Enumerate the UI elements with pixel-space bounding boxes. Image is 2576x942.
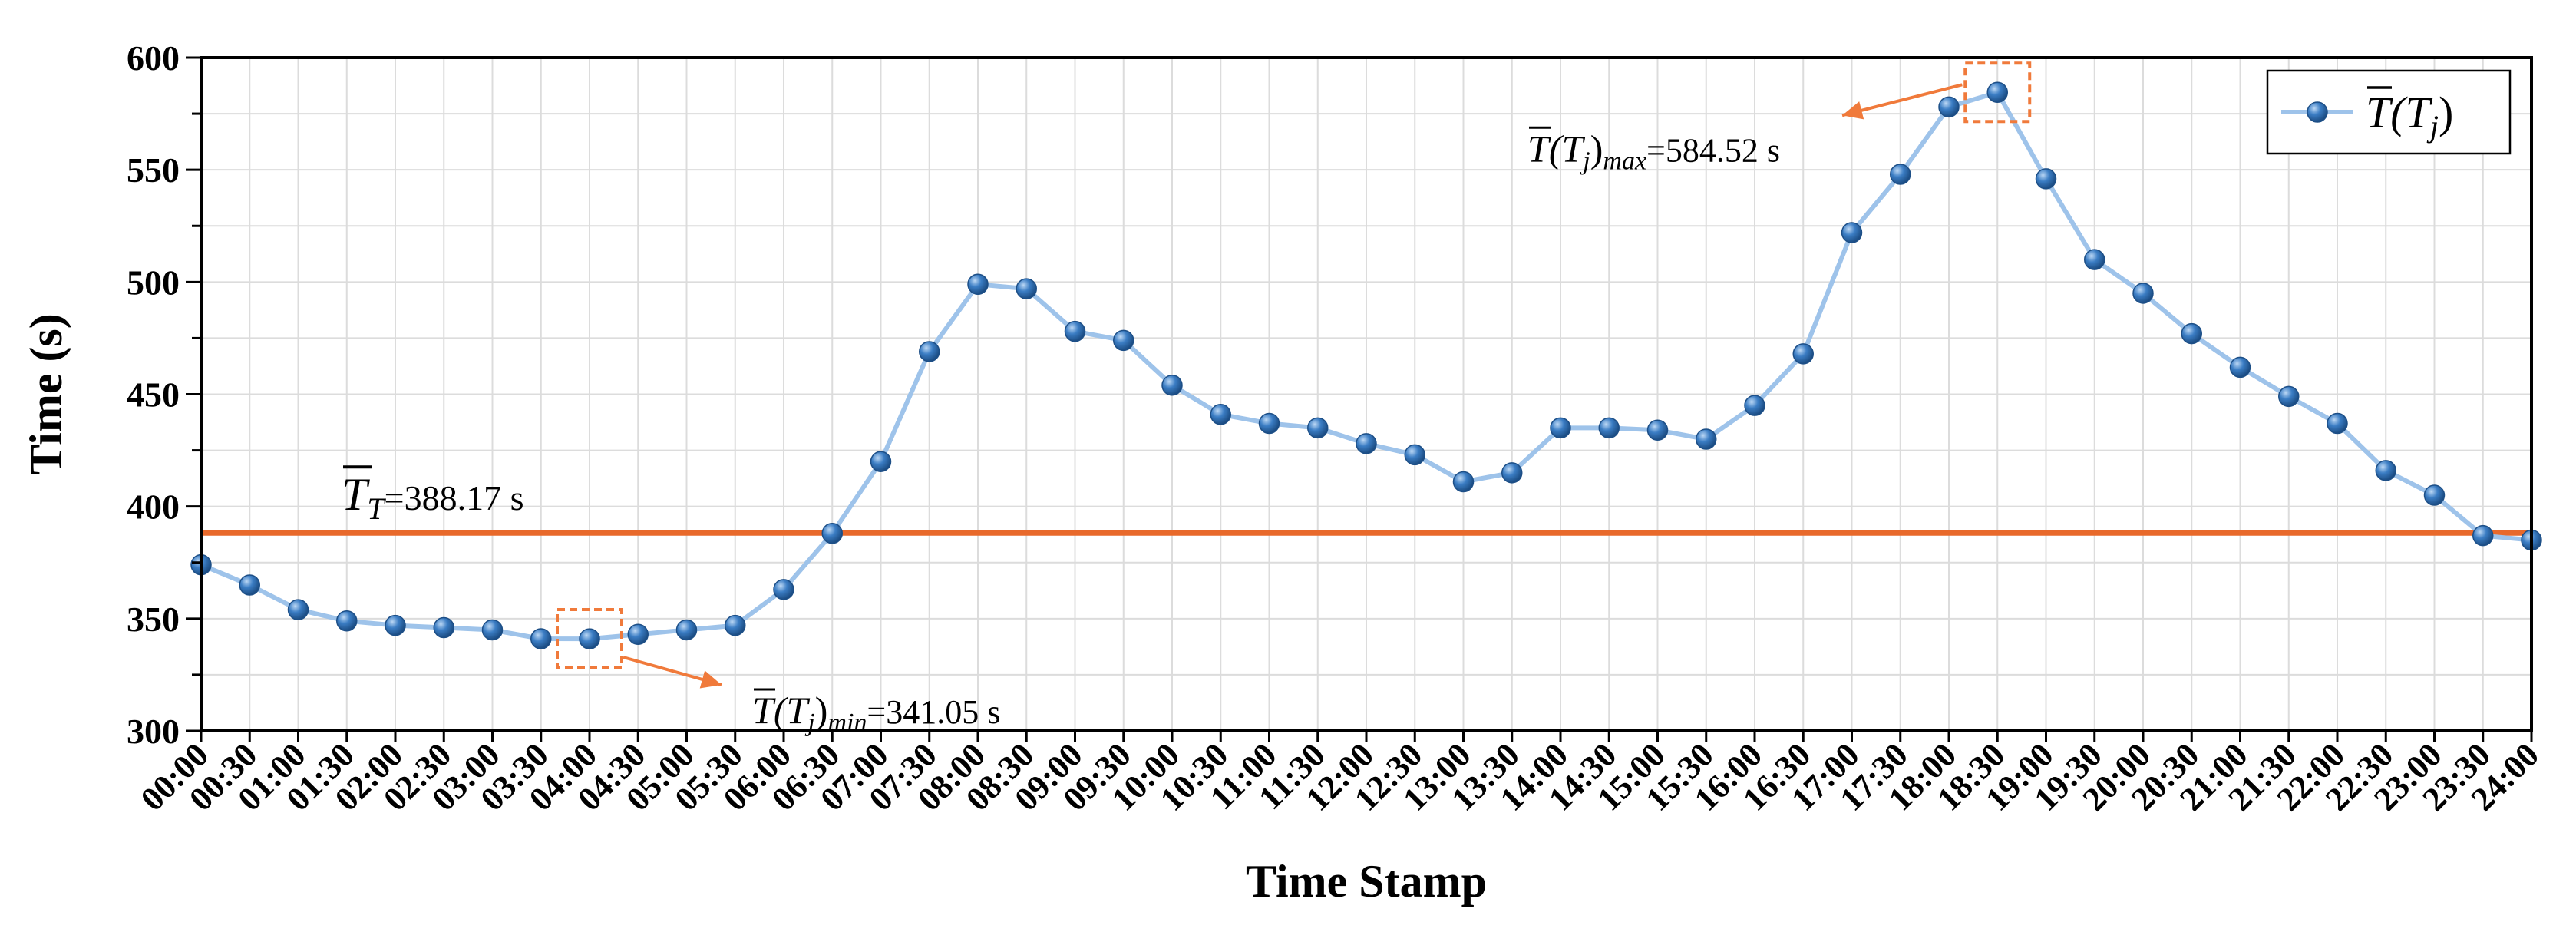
data-point [725, 614, 746, 636]
legend: T(Tj) [2266, 69, 2512, 155]
annotation-box-max [1963, 61, 2032, 124]
annotation-arrowhead-max [1842, 101, 1864, 120]
data-point [1890, 164, 1911, 185]
annotation-arrow-max [1841, 83, 1963, 117]
data-point [579, 628, 600, 649]
data-point [2229, 356, 2251, 378]
data-point [1744, 395, 1765, 416]
grid [200, 57, 2532, 732]
data-point [433, 616, 454, 639]
data-point [2084, 249, 2105, 270]
annotation-arrowhead-min [699, 670, 722, 689]
data-point [287, 599, 309, 620]
data-point [2132, 283, 2154, 304]
data-point [773, 579, 794, 600]
data-point [1307, 417, 1329, 439]
data-point [1161, 375, 1183, 396]
data-point [1258, 412, 1280, 435]
data-point [1646, 419, 1669, 441]
reference-line-group: TT=388.17 s [201, 465, 2531, 536]
data-point [530, 628, 552, 649]
y-tick-label: 400 [127, 488, 180, 527]
reference-line-label: TT=388.17 s [342, 469, 523, 526]
data-point [1696, 428, 1717, 450]
data-point [2472, 524, 2494, 547]
data-point [967, 273, 989, 296]
data-point [1113, 329, 1134, 352]
data-point [1210, 404, 1231, 425]
data-point [821, 522, 843, 544]
y-tick-label: 600 [127, 38, 180, 78]
data-point [2375, 460, 2396, 481]
y-tick-label: 550 [127, 150, 180, 190]
data-point [627, 623, 649, 646]
data-point [2278, 385, 2300, 408]
data-point [336, 610, 358, 632]
data-point [1064, 320, 1086, 342]
data-point [481, 619, 504, 641]
x-axis-title: Time Stamp [1246, 856, 1487, 907]
data-point [1501, 462, 1523, 484]
data-point [2327, 412, 2348, 435]
data-point [1452, 471, 1475, 493]
y-tick-label: 300 [127, 712, 180, 751]
data-point [675, 619, 698, 641]
series-group [190, 81, 2542, 649]
annotation-label-min: T(Tj)min=341.05 s [752, 689, 1000, 737]
axes: 30035040045050055060000:0000:3001:0001:3… [21, 38, 2546, 907]
data-point [1841, 222, 1863, 243]
data-point [919, 341, 940, 362]
y-axis-title: Time (s) [21, 313, 71, 475]
data-point [870, 451, 892, 472]
data-point [1986, 81, 2008, 104]
y-tick-label: 500 [127, 263, 180, 302]
data-point [2423, 484, 2446, 506]
y-tick-label: 450 [127, 375, 180, 415]
data-point [2035, 168, 2057, 190]
data-point [1356, 433, 1377, 454]
annotations: T(Tj)min=341.05 s T(Tj)max=584.52 s [556, 61, 2032, 737]
data-point [1550, 417, 1571, 439]
data-point [1938, 96, 1960, 118]
legend-label: T(Tj) [2366, 88, 2453, 144]
y-tick-label: 350 [127, 600, 180, 639]
annotation-label-max: T(Tj)max=584.52 s [1527, 127, 1780, 175]
data-point [239, 574, 260, 596]
legend-marker [2307, 101, 2328, 123]
data-point [385, 614, 406, 636]
data-point [1598, 417, 1620, 439]
data-point [1792, 343, 1814, 365]
data-point [2181, 322, 2202, 345]
data-point [1016, 278, 1037, 299]
annotation-box-min [556, 607, 623, 669]
data-point [1404, 444, 1425, 466]
